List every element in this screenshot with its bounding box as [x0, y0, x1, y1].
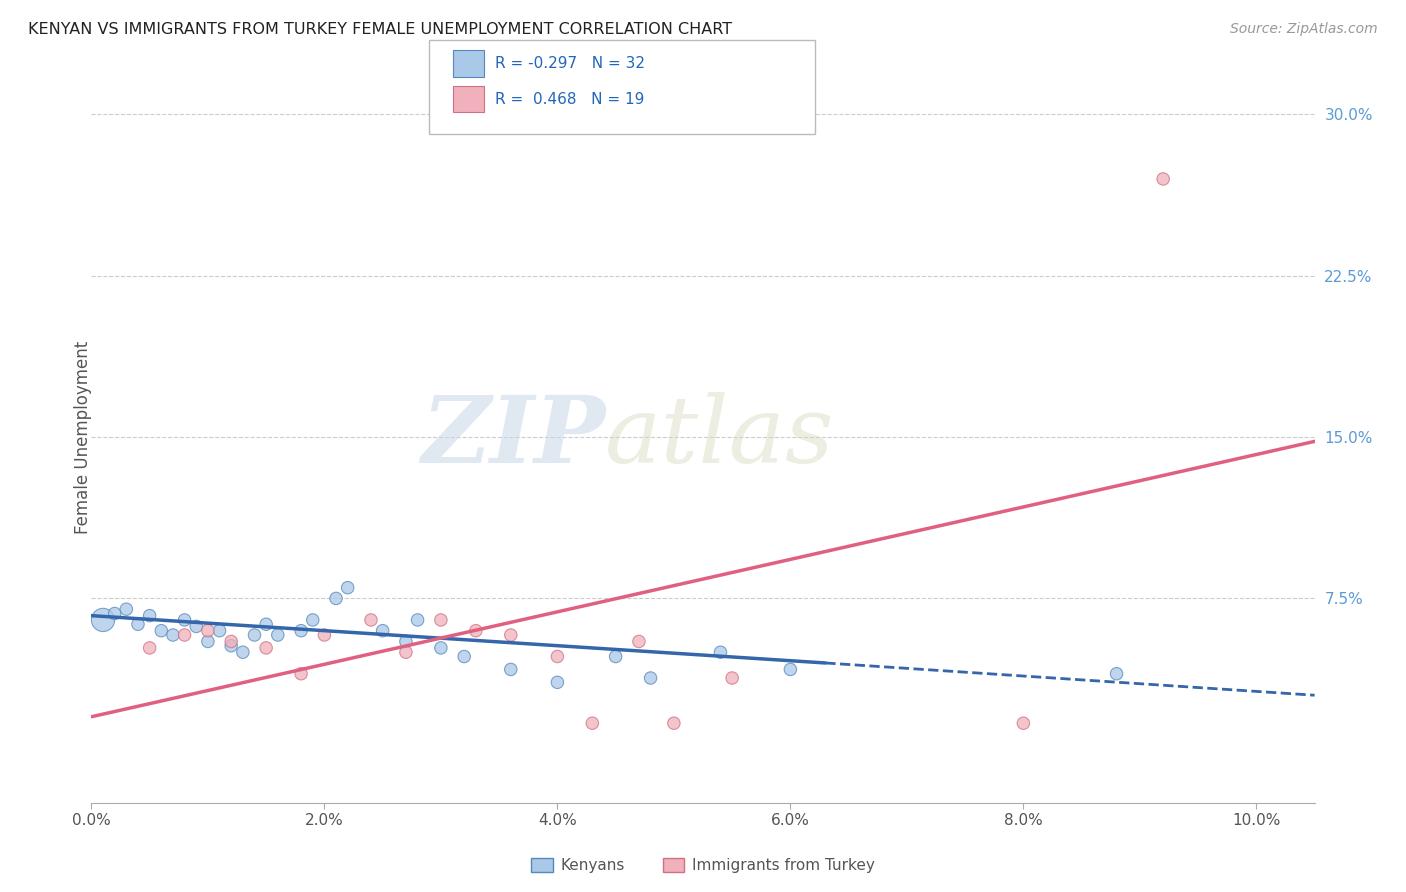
Point	[605, 649, 627, 664]
Point	[254, 640, 277, 655]
Text: Source: ZipAtlas.com: Source: ZipAtlas.com	[1230, 22, 1378, 37]
Point	[314, 628, 336, 642]
Point	[546, 649, 568, 664]
Point	[1012, 716, 1035, 731]
Point	[219, 634, 242, 648]
Text: R = -0.297   N = 32: R = -0.297 N = 32	[495, 56, 645, 71]
Point	[430, 613, 453, 627]
Text: R =  0.468   N = 19: R = 0.468 N = 19	[495, 92, 644, 106]
Point	[360, 613, 382, 627]
Point	[1105, 666, 1128, 681]
Point	[499, 628, 522, 642]
Point	[197, 634, 219, 648]
Point	[464, 624, 486, 638]
Point	[406, 613, 429, 627]
Point	[115, 602, 138, 616]
Point	[162, 628, 184, 642]
Point	[430, 640, 453, 655]
Legend: Kenyans, Immigrants from Turkey: Kenyans, Immigrants from Turkey	[524, 852, 882, 880]
Point	[138, 608, 160, 623]
Point	[721, 671, 744, 685]
Point	[395, 645, 418, 659]
Point	[254, 617, 277, 632]
Point	[232, 645, 254, 659]
Point	[453, 649, 475, 664]
Point	[104, 607, 127, 621]
Point	[290, 624, 312, 638]
Point	[640, 671, 662, 685]
Point	[150, 624, 173, 638]
Point	[138, 640, 160, 655]
Text: KENYAN VS IMMIGRANTS FROM TURKEY FEMALE UNEMPLOYMENT CORRELATION CHART: KENYAN VS IMMIGRANTS FROM TURKEY FEMALE …	[28, 22, 733, 37]
Point	[290, 666, 312, 681]
Point	[219, 639, 242, 653]
Point	[173, 628, 195, 642]
Point	[208, 624, 231, 638]
Point	[186, 619, 208, 633]
Point	[197, 624, 219, 638]
Y-axis label: Female Unemployment: Female Unemployment	[75, 341, 91, 533]
Point	[395, 634, 418, 648]
Point	[127, 617, 149, 632]
Point	[371, 624, 394, 638]
Point	[301, 613, 323, 627]
Point	[627, 634, 650, 648]
Text: atlas: atlas	[605, 392, 835, 482]
Point	[662, 716, 685, 731]
Point	[336, 581, 359, 595]
Point	[546, 675, 568, 690]
Point	[1152, 172, 1174, 186]
Point	[173, 613, 195, 627]
Point	[267, 628, 290, 642]
Point	[709, 645, 731, 659]
Point	[91, 613, 114, 627]
Point	[499, 662, 522, 676]
Text: ZIP: ZIP	[420, 392, 605, 482]
Point	[581, 716, 603, 731]
Point	[243, 628, 266, 642]
Point	[325, 591, 347, 606]
Point	[779, 662, 801, 676]
